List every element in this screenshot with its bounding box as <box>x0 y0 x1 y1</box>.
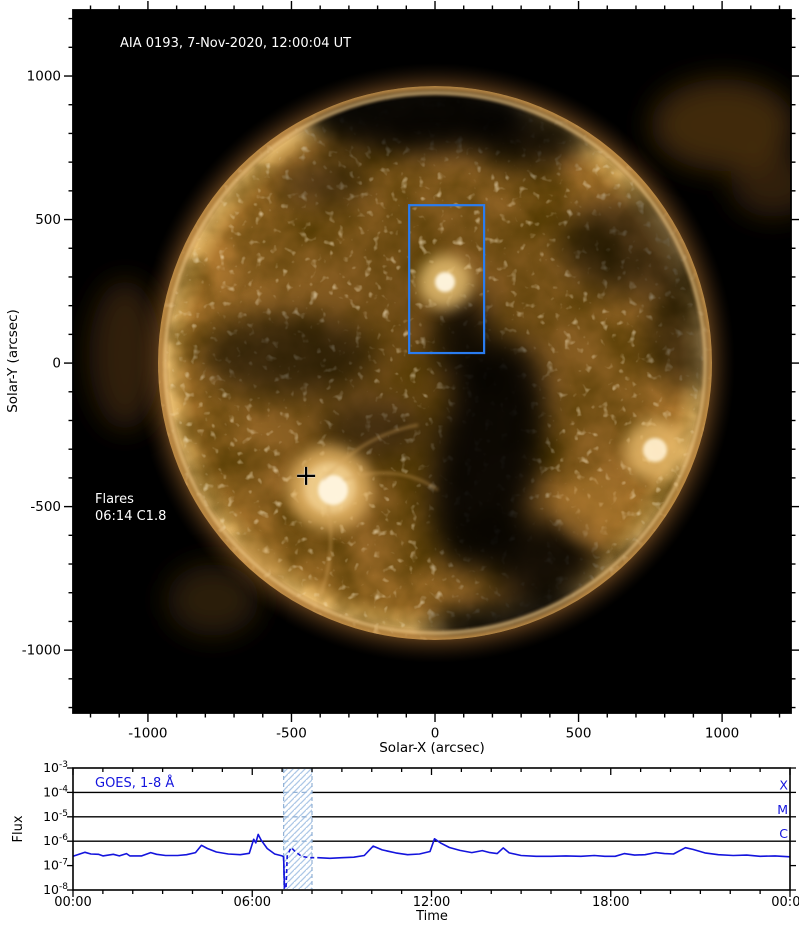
x-tick-label: 0 <box>431 726 440 742</box>
solar-axis-tick-labels: -1000 -1000 -500 -500 0 0 500 500 1000 1000 <box>22 69 740 742</box>
goes-x-tick-label: 00:00 <box>771 895 799 910</box>
solar-plot: AIA 0193, 7-Nov-2020, 12:00:04 UT Flares… <box>22 1 799 742</box>
flux-curve-dashed <box>282 846 318 891</box>
time-axis-label: Time <box>415 909 448 924</box>
flare-plus-icon <box>297 466 316 485</box>
flare-annotation-line1: Flares <box>95 492 134 507</box>
goes-x-tick-label: 00:00 <box>54 895 91 910</box>
coronal-holes <box>200 86 712 640</box>
goes-hatch-band <box>283 769 313 889</box>
goes-class-label-m: M <box>777 802 788 817</box>
y-tick-label: -500 <box>30 499 61 515</box>
goes-y-tick-label: 10-8 <box>43 882 68 897</box>
flux-curve-solid <box>72 833 286 889</box>
goes-flux-curve <box>72 833 791 891</box>
solar-x-axis-label: Solar-X (arcsec) <box>379 740 485 756</box>
goes-gridlines <box>73 791 790 842</box>
sun-image <box>89 63 791 663</box>
goes-legend: GOES, 1-8 Å <box>95 775 174 791</box>
y-tick-label: 0 <box>52 356 61 372</box>
x-tick-label: 500 <box>566 726 592 742</box>
active-regions <box>223 255 686 611</box>
flux-axis-label: Flux <box>11 815 26 842</box>
goes-y-tick-label: 10-6 <box>43 833 68 848</box>
solar-title: AIA 0193, 7-Nov-2020, 12:00:04 UT <box>120 36 351 51</box>
goes-y-tick-label: 10-7 <box>43 858 68 873</box>
x-tick-label: -500 <box>276 726 307 742</box>
solar-axis-ticks <box>64 1 799 722</box>
goes-x-tick-label: 18:00 <box>592 895 629 910</box>
x-tick-label: -1000 <box>128 726 167 742</box>
x-tick-label: 1000 <box>705 726 739 742</box>
goes-class-label-c: C <box>779 826 788 841</box>
solar-y-axis-label: Solar-Y (arcsec) <box>5 309 21 413</box>
goes-plot: 00:00 06:00 12:00 18:00 00:00 10-3 10-4 10-5 10-… <box>11 760 799 924</box>
goes-axis-ticks <box>67 767 796 897</box>
flare-annotation-line2: 06:14 C1.8 <box>95 509 166 524</box>
goes-y-tick-label: 10-3 <box>43 760 68 775</box>
roi-box <box>408 204 486 355</box>
goes-x-tick-label: 06:00 <box>234 895 271 910</box>
goes-class-label-x: X <box>779 777 788 792</box>
goes-x-tick-label: 12:00 <box>413 895 450 910</box>
goes-plot-background <box>73 768 790 890</box>
goes-y-tick-label: 10-4 <box>43 784 68 799</box>
y-tick-label: 1000 <box>27 69 61 85</box>
solar-plot-frame <box>72 9 792 714</box>
goes-axis-tick-labels: 00:00 06:00 12:00 18:00 00:00 10-3 10-4 10-5 10-… <box>43 760 799 910</box>
y-tick-label: 500 <box>35 212 61 228</box>
goes-y-tick-label: 10-5 <box>43 809 68 824</box>
flux-curve-solid <box>317 838 791 860</box>
hatch-band <box>283 769 312 889</box>
y-tick-label: -1000 <box>22 643 61 659</box>
